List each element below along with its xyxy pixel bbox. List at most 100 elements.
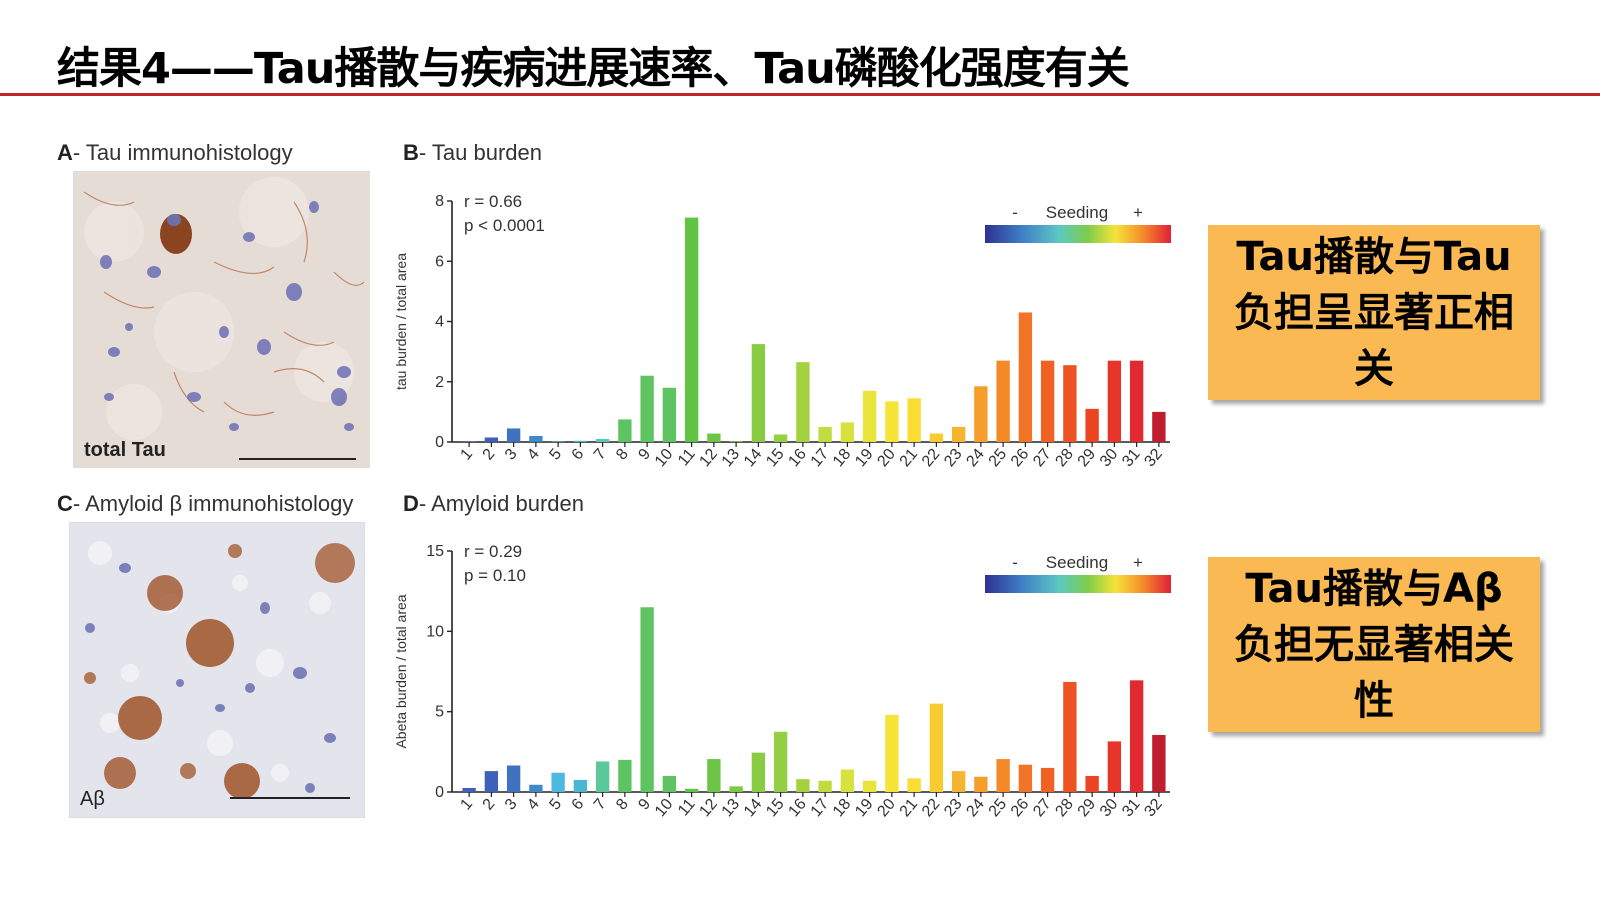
panel-b-text: - Tau burden: [418, 140, 543, 165]
panel-a-label: A- Tau immunohistology: [57, 140, 293, 166]
abeta-xtick-label: 7: [591, 796, 610, 814]
abeta-ytick-label: 15: [426, 543, 444, 560]
tau-xtick-label: 17: [808, 446, 833, 471]
abeta-bar: [773, 731, 788, 792]
abeta-xtick-label: 14: [741, 796, 766, 821]
abeta-bar: [1152, 734, 1166, 792]
tau-legend-title: Seeding: [1046, 203, 1108, 222]
abeta-bar: [662, 775, 677, 792]
tau-legend-plus: +: [1133, 203, 1143, 222]
abeta-xtick-label: 19: [852, 796, 877, 821]
abeta-bar: [885, 714, 899, 792]
tau-bar: [707, 433, 721, 442]
abeta-xtick-label: 1: [457, 796, 476, 814]
tau-xtick-label: 26: [1008, 446, 1033, 471]
tau-bar: [907, 398, 921, 442]
tau-micrograph-image: total Tau: [74, 172, 369, 467]
tau-micrograph: total Tau: [73, 171, 370, 468]
panel-d-text: - Amyloid burden: [418, 491, 584, 516]
tau-bar: [595, 438, 610, 442]
abeta-legend-title: Seeding: [1046, 553, 1108, 572]
tau-bar: [662, 387, 677, 442]
tau-ytick-label: 4: [435, 314, 444, 331]
abeta-xtick-label: 22: [919, 796, 944, 821]
abeta-legend-bar: [985, 575, 1171, 593]
panel-c-letter: C: [57, 491, 73, 516]
abeta-bar: [462, 787, 476, 792]
tau-bar: [974, 386, 988, 442]
tau-xtick-label: 10: [652, 446, 677, 471]
panel-c-label: C- Amyloid β immunohistology: [57, 491, 353, 517]
tau-bar: [729, 441, 743, 442]
tau-xtick-label: 23: [941, 446, 966, 471]
tau-xtick-label: 8: [613, 446, 632, 464]
tau-ytick-label: 2: [435, 374, 444, 391]
abeta-bar: [1129, 680, 1144, 792]
abeta-bar: [551, 772, 565, 792]
abeta-bar: [707, 759, 721, 792]
tau-xtick-label: 13: [719, 446, 744, 471]
abeta-xtick-label: 3: [502, 796, 521, 814]
tau-bar: [840, 422, 855, 442]
tau-xtick-label: 28: [1052, 446, 1077, 471]
abeta-micrograph-overlay: Aβ: [80, 788, 105, 810]
tau-bar: [996, 360, 1010, 442]
tau-bar: [796, 362, 810, 442]
tau-xtick-label: 14: [741, 446, 766, 471]
abeta-ylabel: Abeta burden / total area: [393, 594, 409, 748]
tau-xtick-label: 1: [457, 446, 476, 464]
slide-title: 结果4——Tau播散与疾病进展速率、Tau磷酸化强度有关: [57, 44, 1130, 94]
tau-micrograph-overlay: total Tau: [84, 439, 166, 461]
abeta-bar: [1018, 764, 1033, 792]
tau-ytick-label: 6: [435, 253, 444, 270]
tau-bar: [529, 435, 543, 442]
tau-xtick-label: 2: [480, 446, 499, 464]
panel-b-label: B- Tau burden: [403, 140, 542, 166]
tau-bar: [640, 375, 654, 442]
tau-xtick-label: 19: [852, 446, 877, 471]
abeta-bar: [618, 759, 632, 792]
tau-xtick-label: 24: [963, 446, 988, 471]
callout-abeta-text: Tau播散与Aβ负担无显著相关性: [1234, 565, 1514, 724]
abeta-bar: [907, 778, 921, 792]
abeta-xtick-label: 10: [652, 796, 677, 821]
tau-bar: [751, 344, 766, 442]
tau-xtick-label: 31: [1119, 446, 1144, 471]
abeta-xtick-label: 9: [635, 796, 654, 814]
tau-stat-p: p < 0.0001: [464, 216, 545, 235]
abeta-bar: [929, 703, 944, 792]
abeta-bar: [951, 771, 966, 792]
tau-bar: [573, 440, 588, 442]
abeta-bar: [506, 765, 521, 792]
abeta-bar: [751, 752, 766, 792]
abeta-ytick-label: 5: [435, 704, 444, 721]
panel-d-label: D- Amyloid burden: [403, 491, 584, 517]
tau-xtick-label: 30: [1097, 446, 1122, 471]
tau-bar: [951, 426, 966, 442]
panel-a-text: - Tau immunohistology: [72, 140, 293, 165]
abeta-xtick-label: 5: [546, 796, 565, 814]
panel-a-letter: A: [57, 140, 73, 165]
tau-bar: [484, 437, 499, 442]
callout-tau-text: Tau播散与Tau负担呈显著正相关: [1234, 233, 1514, 392]
tau-bar: [506, 428, 521, 442]
abeta-bar: [1107, 741, 1122, 792]
abeta-xtick-label: 31: [1119, 796, 1144, 821]
panel-d-letter: D: [403, 491, 419, 516]
abeta-xtick-label: 18: [830, 796, 855, 821]
tau-xtick-label: 15: [763, 446, 788, 471]
tau-xtick-label: 6: [569, 446, 588, 464]
tau-xtick-label: 11: [675, 446, 699, 470]
abeta-bar: [529, 784, 543, 792]
abeta-stat-r: r = 0.29: [464, 542, 522, 561]
abeta-xtick-label: 11: [675, 796, 699, 820]
tau-legend-minus: -: [1012, 203, 1018, 222]
tau-bar: [885, 401, 899, 442]
tau-xtick-label: 32: [1141, 446, 1166, 471]
abeta-legend-plus: +: [1133, 553, 1143, 572]
tau-bar: [862, 390, 877, 442]
tau-xtick-label: 29: [1075, 446, 1100, 471]
panel-b-letter: B: [403, 140, 419, 165]
tau-xtick-label: 3: [502, 446, 521, 464]
